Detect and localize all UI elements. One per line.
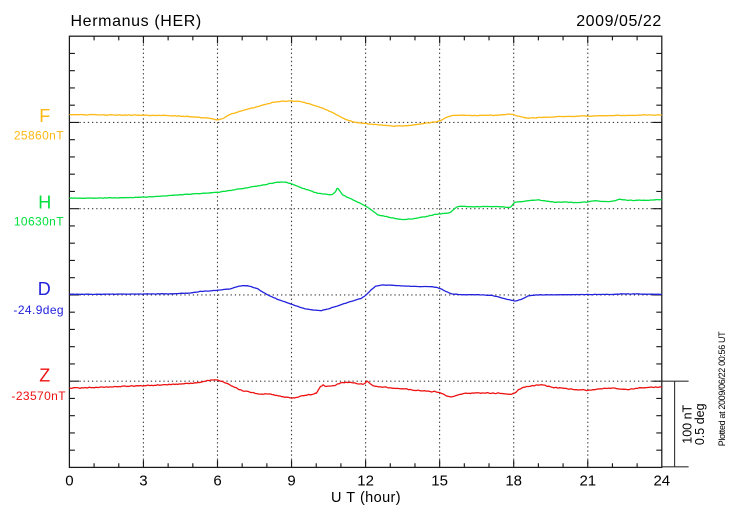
svg-text:F: F [39, 106, 50, 126]
svg-text:Hermanus (HER): Hermanus (HER) [71, 13, 202, 30]
svg-text:U T (hour): U T (hour) [331, 490, 401, 506]
svg-text:6: 6 [213, 473, 221, 490]
svg-text:Z: Z [39, 366, 50, 386]
svg-text:0.5 deg: 0.5 deg [693, 403, 707, 445]
svg-text:18: 18 [505, 473, 522, 490]
svg-text:24: 24 [653, 473, 670, 490]
svg-text:2009/05/22: 2009/05/22 [576, 13, 662, 30]
svg-text:-23570nT: -23570nT [11, 389, 66, 403]
svg-text:D: D [38, 279, 51, 299]
svg-text:12: 12 [357, 473, 374, 490]
svg-text:15: 15 [431, 473, 448, 490]
svg-text:0: 0 [65, 473, 73, 490]
svg-text:-24.9deg: -24.9deg [13, 303, 64, 317]
svg-text:9: 9 [287, 473, 295, 490]
svg-text:10630nT: 10630nT [14, 214, 64, 228]
svg-text:100 nT: 100 nT [681, 404, 695, 443]
svg-text:25860nT: 25860nT [14, 129, 64, 143]
svg-text:3: 3 [139, 473, 147, 490]
svg-text:21: 21 [579, 473, 596, 490]
svg-text:Plotted at 2009/06/22 00:56 UT: Plotted at 2009/06/22 00:56 UT [717, 331, 727, 446]
svg-text:H: H [38, 193, 51, 213]
